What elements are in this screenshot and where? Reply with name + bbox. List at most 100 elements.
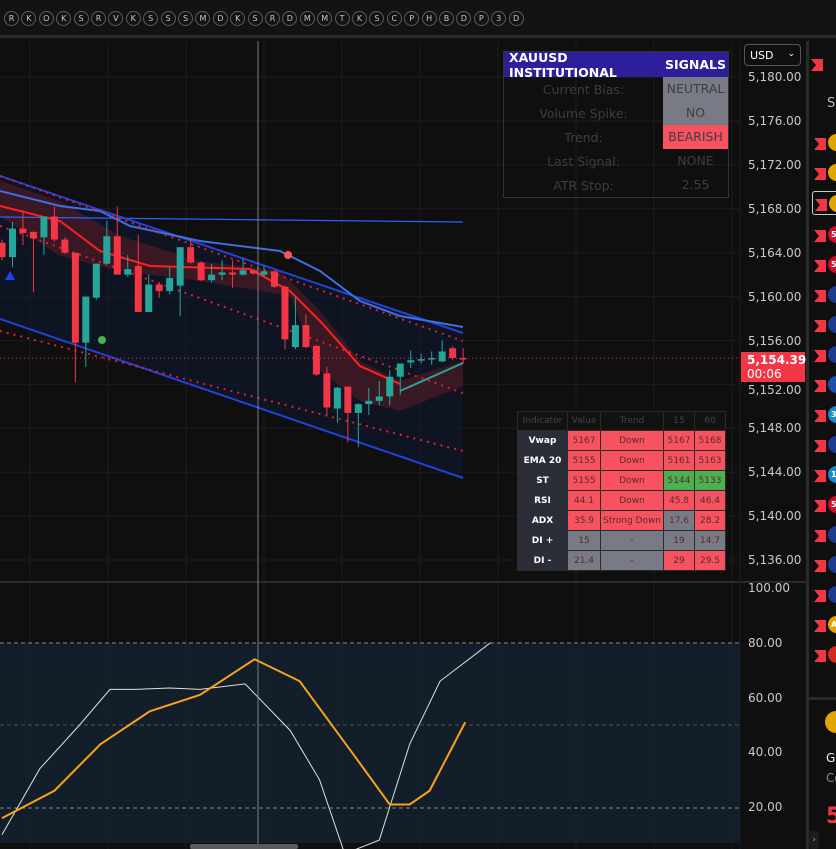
watchlist-item[interactable]: [812, 191, 836, 215]
price-axis-label: 5,168.00: [748, 201, 802, 216]
watchlist-item[interactable]: [812, 373, 836, 397]
price-axis-label: 5,160.00: [748, 289, 802, 304]
indicator-cell: 14.7: [694, 530, 726, 551]
watchlist-item[interactable]: [812, 583, 836, 607]
candle: [166, 266, 174, 295]
flag-icon: [814, 350, 826, 362]
symbol-shortcut[interactable]: D: [282, 11, 298, 26]
symbol-shortcut[interactable]: K: [230, 11, 246, 26]
watchlist-item[interactable]: 10: [812, 463, 836, 487]
symbol-shortcut[interactable]: V: [108, 11, 124, 26]
candle: [375, 381, 383, 406]
symbol-shortcut[interactable]: K: [352, 11, 367, 26]
indicator-cell: 5168: [694, 430, 726, 451]
price-axis-label: 5,176.00: [748, 114, 802, 128]
flag-icon: [815, 199, 827, 211]
symbol-shortcut[interactable]: P: [404, 11, 420, 26]
indicator-cell: 29.5: [694, 550, 726, 571]
chart-canvas[interactable]: [0, 41, 806, 849]
candle: [407, 350, 415, 368]
symbol-shortcut[interactable]: H: [421, 11, 437, 26]
symbol-shortcut[interactable]: K: [125, 11, 141, 26]
symbol-shortcut[interactable]: M: [299, 11, 315, 26]
symbol-shortcut[interactable]: S: [160, 11, 176, 26]
symbol-shortcut[interactable]: M: [195, 11, 211, 26]
symbol-shortcut[interactable]: S: [247, 11, 263, 26]
symbol-shortcut[interactable]: P: [473, 11, 489, 26]
symbol-shortcut[interactable]: D: [212, 11, 228, 26]
candle-body: [333, 387, 341, 409]
symbol-shortcut[interactable]: S: [369, 11, 385, 26]
watchlist-item[interactable]: 50: [812, 493, 836, 517]
signal-value: NONE: [677, 153, 714, 168]
candle: [239, 258, 247, 276]
indicator-cell: 5155: [567, 470, 601, 491]
candlesticks: [0, 206, 467, 447]
indicator-row: Vwap 5167 Down 5167 5168: [517, 430, 726, 451]
oscillator-zone: [0, 643, 740, 843]
symbol-shortcut[interactable]: K: [56, 11, 72, 26]
currency-select[interactable]: USD ⌄: [744, 44, 801, 66]
watchlist-item[interactable]: [812, 283, 836, 307]
flag-icon: [814, 470, 826, 482]
candle: [302, 314, 310, 349]
symbol-shortcut[interactable]: D: [456, 11, 472, 26]
candle-body: [344, 386, 352, 413]
horizontal-scrollbar[interactable]: [190, 844, 298, 849]
signal-label: Trend:: [564, 129, 603, 145]
candle-body: [155, 284, 163, 292]
symbol-shortcut[interactable]: S: [73, 11, 89, 26]
collapse-button[interactable]: ›: [809, 831, 819, 849]
candle-body: [438, 351, 446, 362]
watchlist-item[interactable]: [812, 523, 836, 547]
watchlist-item[interactable]: [812, 553, 836, 577]
candle: [459, 348, 467, 364]
watchlist-item[interactable]: AS: [812, 613, 836, 637]
candle: [323, 366, 331, 416]
flag-icon: [814, 590, 826, 602]
price-axis-label: 5,164.00: [748, 245, 802, 260]
symbol-shortcut[interactable]: S: [143, 11, 159, 26]
watchlist-item[interactable]: [812, 161, 836, 185]
flag-icon: [814, 410, 826, 422]
watchlist-item[interactable]: [812, 433, 836, 457]
candle-body: [19, 228, 27, 233]
watchlist-item[interactable]: [812, 343, 836, 367]
ma-blue-line: [0, 190, 464, 328]
price-axis-label: 5,152.00: [748, 383, 802, 397]
symbol-shortcut[interactable]: K: [21, 11, 37, 26]
symbol-shortcut[interactable]: O: [38, 11, 54, 26]
symbol-shortcut[interactable]: R: [265, 11, 280, 26]
indicator-cell: 15: [567, 530, 601, 551]
symbol-shortcut[interactable]: R: [91, 11, 106, 26]
flat-blue-line: [0, 216, 464, 223]
symbol-shortcut[interactable]: D: [508, 11, 524, 26]
ema-red-line: [0, 205, 401, 385]
symbol-shortcut[interactable]: R: [4, 11, 19, 26]
symbol-shortcut[interactable]: S: [178, 11, 193, 26]
candle: [61, 237, 69, 254]
symbol-shortcut[interactable]: B: [439, 11, 454, 26]
flag-icon: [814, 260, 826, 272]
indicator-cell: 5167: [567, 430, 601, 451]
symbol-shortcut[interactable]: M: [317, 11, 333, 26]
candle-body: [197, 262, 205, 281]
symbol-badge-icon: [828, 346, 836, 363]
symbol-description: Co: [826, 771, 836, 785]
watchlist-item[interactable]: [812, 313, 836, 337]
watchlist-item[interactable]: [812, 643, 836, 667]
symbol-shortcut[interactable]: C: [386, 11, 402, 26]
symbol-shortcut[interactable]: T: [334, 11, 350, 26]
watchlist-item[interactable]: 50: [812, 253, 836, 277]
candle: [197, 261, 205, 282]
watchlist-item[interactable]: 30: [812, 403, 836, 427]
candle-body: [250, 270, 258, 274]
oscillator-axis-label: 20.00: [748, 800, 783, 815]
gold-icon: [825, 711, 836, 733]
indicator-header: Value: [567, 411, 601, 431]
candle: [92, 263, 100, 300]
indicator-cell: 35.9: [567, 510, 601, 531]
symbol-shortcut[interactable]: 3: [491, 11, 507, 26]
watchlist-item[interactable]: [812, 131, 836, 155]
watchlist-item[interactable]: 50: [812, 223, 836, 247]
